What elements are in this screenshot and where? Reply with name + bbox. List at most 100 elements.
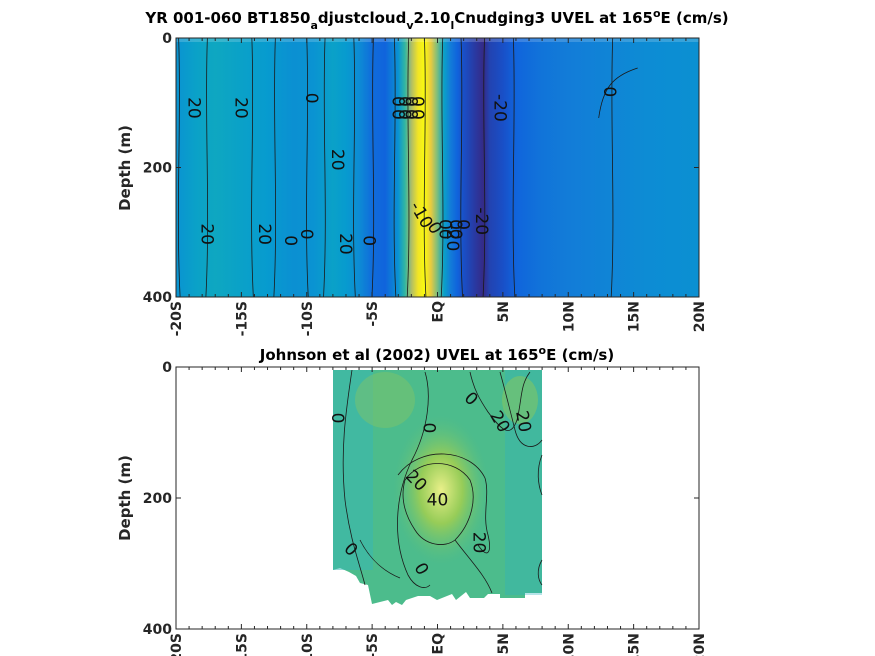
bot-y-tick-label: 200 — [143, 491, 172, 507]
contour-label: 0 — [445, 219, 465, 230]
top-y-tick-label: 400 — [143, 290, 172, 306]
bottom-contour-deep — [454, 539, 493, 594]
top-contour-line — [423, 38, 427, 297]
top-contour-line — [273, 38, 277, 297]
contour-label: 0 — [387, 109, 407, 120]
top-chart-title: YR 001-060 BT1850adjustcloudv2.10lCnudgi… — [144, 7, 728, 32]
top-contour-line — [512, 38, 516, 297]
bottom-contour-east-edge — [537, 454, 543, 496]
contour-label: -20 — [442, 224, 462, 252]
top-panel: YR 001-060 BT1850adjustcloudv2.10lCnudgi… — [116, 7, 729, 336]
top-y-tick-label: 200 — [143, 161, 172, 177]
bot-y-tick-label: 0 — [162, 360, 172, 376]
contour-label: 0 — [599, 86, 619, 97]
contour-label: 20 — [468, 532, 488, 554]
contour-label: 0 — [407, 96, 427, 107]
bottom-contour-20-east — [499, 371, 543, 447]
top-contour-line — [251, 38, 254, 297]
contour-label: 0 — [394, 96, 414, 107]
contour-label: 0 — [419, 423, 439, 434]
contour-label: 20 — [183, 97, 203, 119]
top-heatmap-field — [176, 38, 699, 297]
bottom-contour-east-edge-2 — [537, 559, 543, 586]
contour-label: 0 — [434, 219, 454, 230]
top-x-tick-label: 20N — [692, 301, 708, 332]
bottom-contour-0-east — [469, 371, 531, 431]
top-contour-line — [306, 38, 309, 297]
bottom-panel: Johnson et al (2002) UVEL at 165oE (cm/s… — [116, 344, 708, 656]
top-y-axis-label: Depth (m) — [116, 125, 134, 211]
bottom-contour-lines — [342, 369, 543, 594]
top-contour-line — [406, 38, 410, 297]
bot-x-tick-label: 5N — [496, 633, 512, 654]
bot-y-tick-label: 400 — [143, 622, 172, 638]
top-contour-line-curved — [598, 67, 638, 119]
bot-x-tick-label: 10N — [561, 633, 577, 656]
contour-label: 0 — [434, 229, 454, 240]
top-contour-line — [177, 38, 181, 297]
top-x-tick-label: 5N — [496, 301, 512, 322]
contour-label: 20 — [196, 223, 216, 245]
contour-label: 20 — [254, 223, 274, 245]
contour-label: 0 — [394, 109, 414, 120]
contour-label: 0 — [387, 96, 407, 107]
contour-label: 0 — [400, 109, 420, 120]
bot-x-tick-label: -20S — [169, 633, 185, 656]
contour-label: 0 — [400, 96, 420, 107]
contour-label: 0 — [280, 235, 300, 246]
contour-label: 0 — [301, 93, 321, 104]
contour-label: 0 — [445, 229, 465, 240]
top-x-tick-label: EQ — [431, 301, 447, 323]
top-contour-line — [482, 38, 486, 297]
contour-label: 20 — [230, 97, 250, 119]
top-contour-line — [393, 38, 397, 297]
top-contour-line — [323, 38, 326, 297]
contour-label: 40 — [427, 490, 449, 510]
contour-label: 0 — [359, 235, 379, 246]
contour-label: -20 — [489, 94, 509, 122]
top-x-tick-label: -20S — [169, 301, 185, 336]
top-contour-line — [371, 38, 375, 297]
top-x-tick-label: 15N — [627, 301, 643, 332]
bottom-contour-20-outer — [397, 453, 490, 554]
bot-x-tick-label: 20N — [692, 633, 708, 656]
top-x-tick-label: 10N — [561, 301, 577, 332]
top-contour-line — [460, 38, 463, 297]
bottom-contour-0-west — [342, 369, 366, 586]
bottom-west-band — [333, 370, 373, 570]
contour-label: 0 — [296, 229, 316, 240]
bottom-chart-title: Johnson et al (2002) UVEL at 165oE (cm/s… — [259, 344, 614, 364]
top-contour-line — [353, 38, 356, 297]
contour-label: 20 — [335, 233, 355, 255]
contour-label: 0 — [407, 109, 427, 120]
top-contour-lines — [177, 38, 638, 297]
top-x-tick-label: -15S — [234, 301, 250, 336]
top-x-axis: -20S -15S -10S -5S EQ 5N 10N 15N 20N — [169, 38, 708, 336]
bottom-y-axis-label: Depth (m) — [116, 455, 134, 541]
bot-x-tick-label: -10S — [300, 633, 316, 656]
bot-x-tick-label: EQ — [431, 633, 447, 655]
bottom-x-axis: -20S -15S -10S -5S EQ 5N 10N 15N 20N — [169, 367, 708, 656]
bottom-contour-20-core — [402, 463, 474, 545]
contour-label: 0 — [453, 219, 473, 230]
contour-label: -20 — [471, 207, 491, 235]
top-contour-line — [610, 38, 614, 297]
top-y-tick-label: 0 — [162, 31, 172, 47]
top-x-tick-label: -10S — [300, 301, 316, 336]
bottom-surface-patch — [355, 372, 415, 428]
bot-x-tick-label: -5S — [365, 633, 381, 656]
contour-label: 0 — [327, 413, 347, 424]
bottom-ne-patch — [502, 376, 538, 424]
bottom-contour-0-mid — [397, 371, 431, 588]
top-contour-line — [205, 38, 209, 297]
bot-x-tick-label: 15N — [627, 633, 643, 656]
contour-label: 20 — [511, 409, 534, 434]
top-x-tick-label: -5S — [365, 301, 381, 327]
top-contour-line — [440, 38, 444, 297]
contour-label: 20 — [327, 149, 347, 171]
bottom-contour-0-deep — [359, 539, 401, 579]
